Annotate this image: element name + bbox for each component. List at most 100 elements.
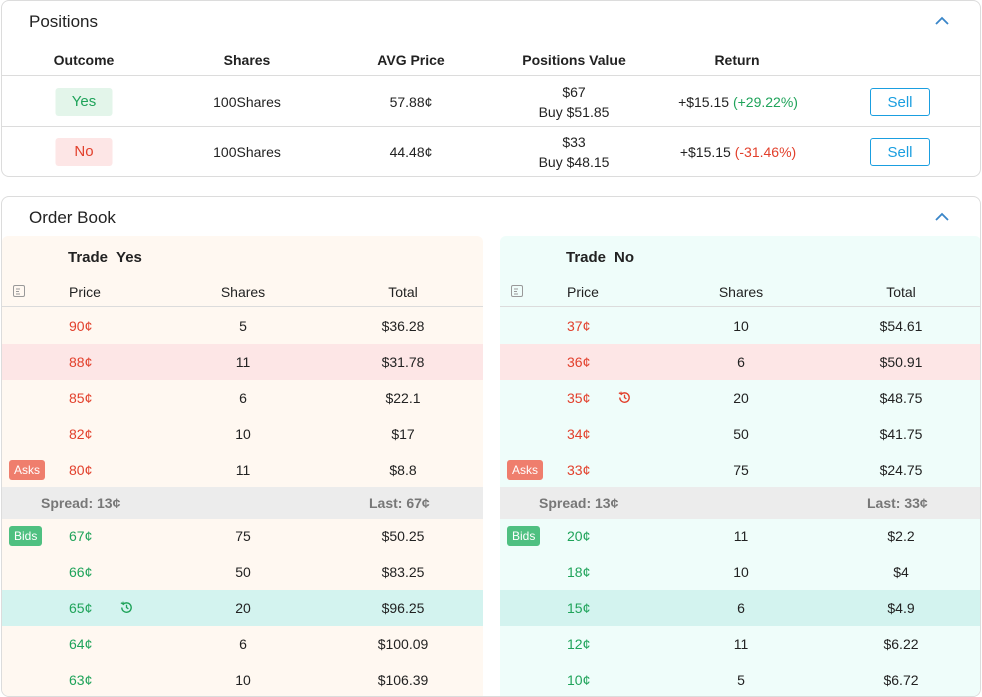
ask-row[interactable]: Asks 33¢ 75 $24.75	[500, 452, 980, 488]
bid-row[interactable]: Bids 67¢ 75 $50.25	[2, 518, 483, 554]
bid-price: 15¢	[567, 600, 591, 616]
bids-tag: Bids	[9, 526, 43, 546]
chevron-up-icon[interactable]	[934, 209, 950, 225]
history-icon[interactable]	[119, 600, 134, 615]
header-avg-price: AVG Price	[377, 52, 445, 68]
ask-total: $17	[391, 426, 415, 442]
header-total: Total	[388, 284, 418, 300]
spread-row: Spread: 13¢ Last: 33¢	[500, 487, 980, 519]
ask-shares: 5	[239, 318, 247, 334]
ask-row[interactable]: 88¢ 11 $31.78	[2, 344, 483, 380]
bid-price: 67¢	[69, 528, 93, 544]
ask-total: $41.75	[879, 426, 923, 442]
header-price: Price	[69, 284, 101, 300]
order-book-no: Trade No Price Shares Total 37¢ 10 $54.61…	[500, 236, 980, 696]
return-cell: +$15.15 (-31.46%)	[680, 127, 797, 176]
header-return: Return	[714, 52, 760, 68]
positions-value-cell: $67 Buy $51.85	[539, 77, 610, 127]
ask-row[interactable]: 35¢ 20 $48.75	[500, 380, 980, 416]
bid-row[interactable]: 15¢ 6 $4.9	[500, 590, 980, 626]
ask-price: 35¢	[567, 390, 591, 406]
asks-tag: Asks	[507, 460, 544, 480]
avg-price-value: 44.48¢	[389, 144, 433, 160]
bid-shares: 11	[733, 528, 749, 544]
last-price: Last: 33¢	[867, 495, 928, 511]
document-icon	[13, 285, 25, 297]
bid-price: 18¢	[567, 564, 591, 580]
bid-row[interactable]: 65¢ 20 $96.25	[2, 590, 483, 626]
spread-value: Spread: 13¢	[539, 495, 619, 511]
ask-shares: 11	[235, 462, 251, 478]
shares-value: 100Shares	[213, 94, 281, 110]
order-book-panel: Order Book Trade Yes Price Shares Total 9…	[1, 196, 981, 697]
positions-panel: Positions Outcome Shares AVG Price Posit…	[1, 0, 981, 177]
return-percent: (-31.46%)	[734, 144, 797, 160]
order-book-title: Order Book	[29, 208, 116, 227]
header-shares: Shares	[223, 52, 271, 68]
order-book-yes: Trade Yes Price Shares Total 90¢ 5 $36.28…	[2, 236, 483, 696]
sell-button-yes[interactable]: Sell	[870, 88, 930, 116]
position-row-no: No 100Shares 44.48¢ $33 Buy $48.15 +$15.…	[2, 127, 980, 176]
header-shares: Shares	[220, 284, 266, 300]
ask-price: 37¢	[567, 318, 591, 334]
ask-price: 80¢	[69, 462, 93, 478]
header-shares: Shares	[718, 284, 764, 300]
ask-row[interactable]: 90¢ 5 $36.28	[2, 308, 483, 344]
return-percent: (+29.22%)	[732, 94, 798, 110]
ask-shares: 11	[235, 354, 251, 370]
bids-tag: Bids	[507, 526, 541, 546]
ask-total: $36.28	[381, 318, 425, 334]
bid-shares: 6	[737, 600, 745, 616]
bid-row[interactable]: Bids 20¢ 11 $2.2	[500, 518, 980, 554]
bid-price: 64¢	[69, 636, 93, 652]
ask-shares: 10	[733, 318, 749, 334]
ask-price: 36¢	[567, 354, 591, 370]
shares-value: 100Shares	[213, 144, 281, 160]
bid-price: 65¢	[69, 600, 93, 616]
bid-price: 63¢	[69, 672, 93, 688]
positions-header: Outcome Shares AVG Price Positions Value…	[2, 49, 980, 76]
bid-row[interactable]: 10¢ 5 $6.72	[500, 662, 980, 696]
return-cell: +$15.15 (+29.22%)	[678, 77, 798, 127]
bid-row[interactable]: 63¢ 10 $106.39	[2, 662, 483, 696]
bid-row[interactable]: 12¢ 11 $6.22	[500, 626, 980, 662]
trade-yes-title: Trade Yes	[68, 249, 142, 266]
ask-total: $22.1	[385, 390, 421, 406]
bid-row[interactable]: 64¢ 6 $100.09	[2, 626, 483, 662]
chevron-up-icon[interactable]	[934, 13, 950, 29]
book-header: Price Shares Total	[500, 281, 980, 307]
bid-price: 10¢	[567, 672, 591, 688]
bid-total: $100.09	[377, 636, 429, 652]
buy-cost: Buy $48.15	[538, 154, 610, 170]
ask-row[interactable]: 34¢ 50 $41.75	[500, 416, 980, 452]
outcome-badge-yes: Yes	[55, 88, 113, 116]
ask-row[interactable]: 82¢ 10 $17	[2, 416, 483, 452]
bid-total: $6.22	[883, 636, 919, 652]
ask-row[interactable]: 36¢ 6 $50.91	[500, 344, 980, 380]
header-outcome: Outcome	[53, 52, 115, 68]
sell-button-no[interactable]: Sell	[870, 138, 930, 166]
ask-total: $24.75	[879, 462, 923, 478]
buy-cost: Buy $51.85	[538, 104, 610, 120]
outcome-badge-no: No	[55, 138, 113, 166]
bid-shares: 10	[733, 564, 749, 580]
ask-shares: 75	[733, 462, 749, 478]
bid-row[interactable]: 66¢ 50 $83.25	[2, 554, 483, 590]
ask-row[interactable]: Asks 80¢ 11 $8.8	[2, 452, 483, 488]
position-value: $67	[562, 84, 586, 100]
history-icon[interactable]	[617, 390, 632, 405]
last-price: Last: 67¢	[369, 495, 430, 511]
spread-value: Spread: 13¢	[41, 495, 121, 511]
bid-price: 20¢	[567, 528, 591, 544]
header-total: Total	[886, 284, 916, 300]
bid-price: 12¢	[567, 636, 591, 652]
bid-row[interactable]: 18¢ 10 $4	[500, 554, 980, 590]
ask-total: $8.8	[389, 462, 417, 478]
bid-shares: 75	[235, 528, 251, 544]
ask-shares: 6	[239, 390, 247, 406]
ask-row[interactable]: 85¢ 6 $22.1	[2, 380, 483, 416]
ask-shares: 10	[235, 426, 251, 442]
ask-price: 88¢	[69, 354, 93, 370]
ask-row[interactable]: 37¢ 10 $54.61	[500, 308, 980, 344]
ask-price: 82¢	[69, 426, 93, 442]
